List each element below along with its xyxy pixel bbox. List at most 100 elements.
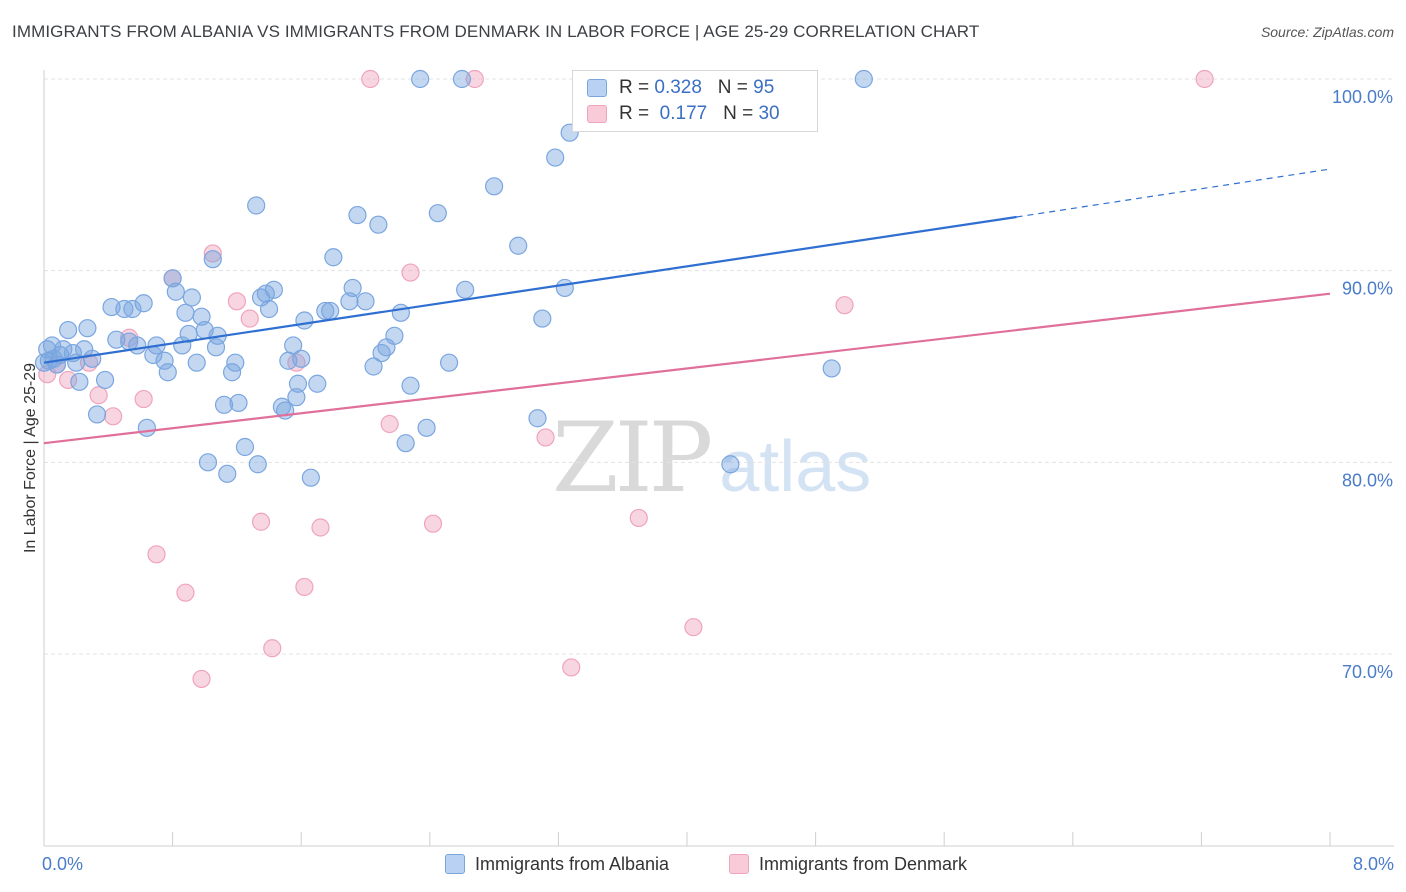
stats-legend: R = 0.328 N = 95 R = 0.177 N = 30 bbox=[572, 70, 818, 132]
legend-n-value: 95 bbox=[753, 77, 775, 98]
denmark-point bbox=[263, 639, 282, 658]
albania-point bbox=[287, 388, 306, 407]
albania-point bbox=[218, 464, 237, 483]
denmark-point bbox=[134, 389, 153, 409]
albania-point bbox=[348, 205, 367, 225]
denmark-points bbox=[38, 69, 1214, 689]
albania-point bbox=[166, 282, 185, 301]
legend-r-label: R = bbox=[619, 77, 650, 98]
legend-n-label: N = bbox=[717, 77, 748, 98]
x-tick-label-min: 0.0% bbox=[42, 854, 83, 874]
albania-point bbox=[295, 311, 314, 330]
albania-point bbox=[411, 69, 430, 89]
albania-point bbox=[203, 250, 222, 269]
denmark-point bbox=[176, 583, 195, 602]
grid-lines bbox=[44, 78, 1394, 655]
albania-point bbox=[95, 370, 115, 390]
denmark-point bbox=[423, 514, 443, 533]
albania-point bbox=[70, 372, 89, 391]
albania-point bbox=[259, 299, 279, 319]
legend-n-label: N = bbox=[723, 103, 754, 124]
albania-point bbox=[158, 363, 177, 382]
y-tick-label: 100.0% bbox=[1332, 87, 1393, 107]
y-tick-label: 70.0% bbox=[1342, 662, 1393, 682]
denmark-point bbox=[104, 407, 123, 426]
albania-point bbox=[401, 376, 420, 395]
denmark-point bbox=[38, 365, 57, 384]
albania-legend-icon bbox=[445, 854, 465, 874]
albania-point bbox=[229, 393, 248, 413]
legend-r-label: R = bbox=[619, 103, 650, 124]
denmark-point bbox=[203, 244, 222, 263]
albania-point bbox=[509, 236, 528, 255]
albania-point bbox=[134, 294, 153, 313]
denmark-point bbox=[562, 658, 581, 677]
denmark-legend-icon bbox=[729, 854, 749, 874]
denmark-point bbox=[465, 69, 484, 89]
x-ticks bbox=[43, 832, 1331, 846]
albania-point bbox=[155, 351, 174, 370]
denmark-point bbox=[361, 69, 380, 89]
albania-point bbox=[721, 455, 740, 474]
albania-point bbox=[182, 288, 201, 307]
denmark-point bbox=[147, 545, 166, 564]
albania-point bbox=[439, 353, 459, 372]
albania-point bbox=[235, 437, 255, 457]
albania-point bbox=[854, 69, 873, 89]
denmark-point bbox=[835, 296, 854, 315]
albania-point bbox=[128, 336, 147, 355]
albania-point bbox=[343, 278, 362, 298]
albania-point bbox=[369, 215, 388, 234]
albania-point bbox=[546, 148, 565, 167]
albania-point bbox=[485, 177, 504, 196]
y-tick-label: 90.0% bbox=[1342, 279, 1393, 299]
albania-point bbox=[264, 280, 283, 299]
albania-point bbox=[137, 418, 156, 437]
albania-point bbox=[364, 357, 383, 376]
albania-point bbox=[78, 319, 97, 338]
albania-point bbox=[176, 303, 195, 322]
trend-lines bbox=[43, 168, 1331, 445]
albania-point bbox=[247, 196, 266, 215]
albania-point bbox=[87, 405, 107, 424]
albania-point bbox=[163, 269, 182, 288]
axes bbox=[43, 70, 1394, 847]
y-axis-label: In Labor Force | Age 25-29 bbox=[22, 363, 39, 553]
albania-trend-extension bbox=[1016, 168, 1331, 218]
albania-point bbox=[123, 299, 142, 319]
denmark-point bbox=[59, 370, 78, 390]
source-credit: Source: ZipAtlas.com bbox=[1260, 24, 1394, 40]
albania-point bbox=[248, 455, 267, 474]
albania-point bbox=[340, 292, 359, 311]
series-name-denmark: Immigrants from Denmark bbox=[759, 853, 968, 874]
series-legend-denmark: Immigrants from Denmark bbox=[729, 851, 967, 877]
albania-trend-line bbox=[43, 215, 1017, 364]
denmark-point bbox=[684, 618, 703, 637]
watermark: ZIP atlas bbox=[552, 402, 871, 514]
denmark-trend-line bbox=[43, 292, 1331, 445]
denmark-point bbox=[401, 263, 420, 282]
albania-point bbox=[396, 434, 415, 453]
albania-point bbox=[308, 374, 327, 393]
y-tick-labels: 70.0% 80.0% 90.0% 100.0% bbox=[1332, 87, 1393, 682]
denmark-point bbox=[536, 428, 555, 447]
albania-point bbox=[452, 69, 472, 89]
albania-point bbox=[192, 307, 211, 326]
legend-row-denmark: R = 0.177 N = 30 bbox=[587, 102, 780, 126]
albania-point bbox=[822, 359, 841, 378]
series-name-albania: Immigrants from Albania bbox=[475, 853, 670, 874]
watermark-zip: ZIP bbox=[552, 402, 713, 514]
albania-point bbox=[456, 280, 475, 299]
albania-point bbox=[356, 292, 375, 311]
albania-point bbox=[54, 340, 73, 359]
denmark-point bbox=[192, 669, 211, 689]
albania-point bbox=[226, 353, 245, 372]
albania-point bbox=[284, 336, 303, 355]
series-legend-albania: Immigrants from Albania bbox=[445, 851, 669, 877]
albania-point bbox=[214, 395, 234, 414]
albania-point bbox=[533, 309, 552, 328]
albania-point bbox=[59, 320, 78, 340]
albania-point bbox=[528, 409, 547, 428]
albania-point bbox=[372, 343, 391, 363]
